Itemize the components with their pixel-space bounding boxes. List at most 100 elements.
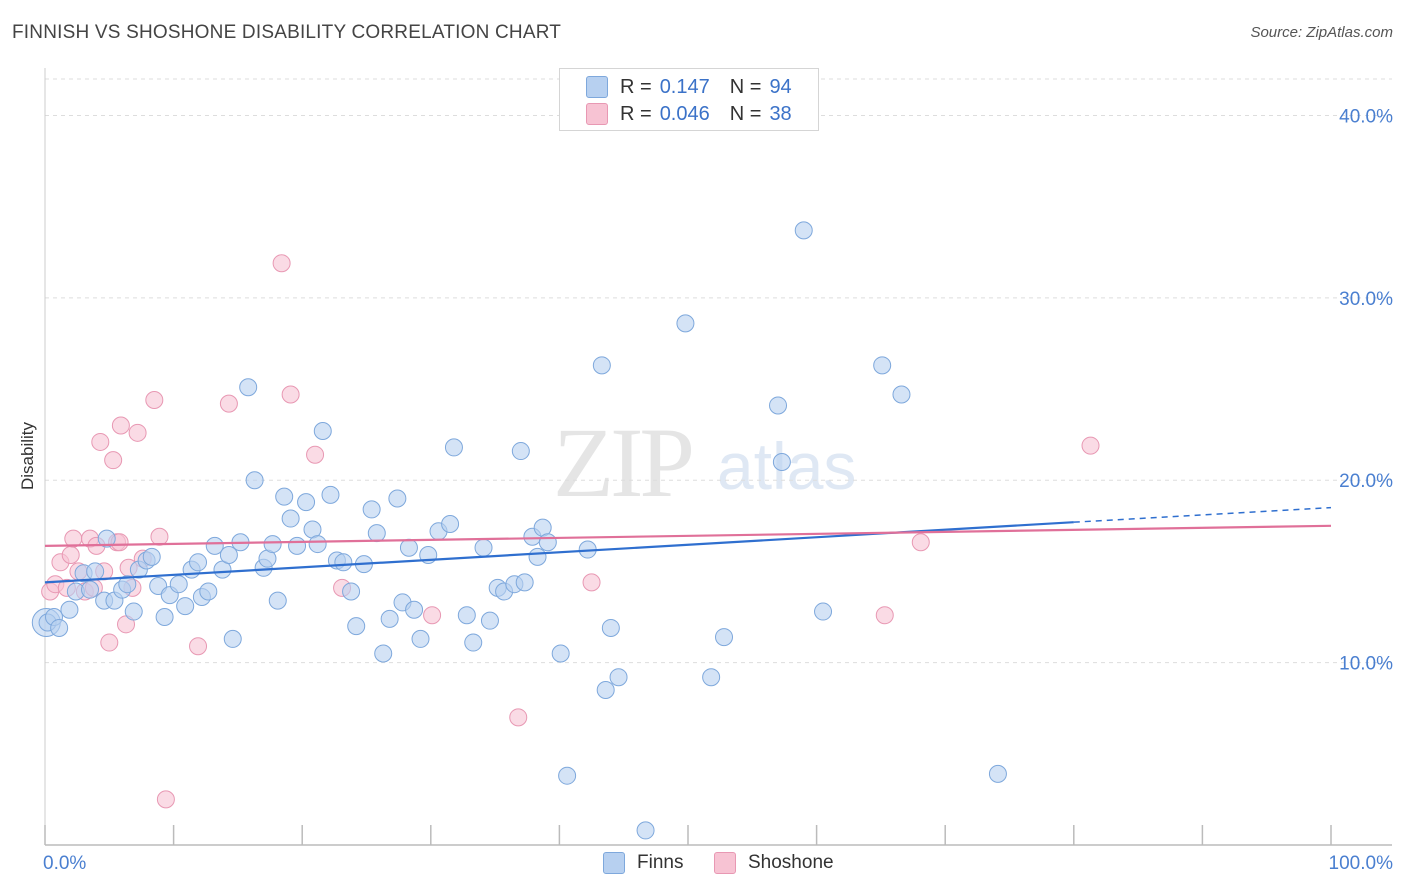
finns-n-label: N = — [729, 75, 762, 98]
finns-point — [342, 582, 361, 601]
finns-point — [702, 668, 721, 687]
finns-n-value: 94 — [769, 75, 792, 98]
shoshone-point — [104, 451, 123, 470]
finns-point — [97, 529, 116, 548]
finns-point — [988, 764, 1007, 783]
finns-point — [81, 580, 100, 599]
shoshone-point — [272, 254, 291, 273]
shoshone-r-label: R = — [620, 102, 652, 125]
finns-point — [297, 493, 316, 512]
y-tick-label: 10.0% — [1339, 654, 1393, 675]
shoshone-point — [875, 606, 894, 625]
finns-point — [321, 485, 340, 504]
finns-point — [444, 438, 463, 457]
finns-point — [219, 546, 238, 565]
finns-point — [275, 487, 294, 506]
legend-series: Finns Shoshone — [0, 852, 1406, 878]
finns-point — [124, 602, 143, 621]
finns-point — [313, 421, 332, 440]
finns-point — [592, 356, 611, 375]
finns-point — [515, 573, 534, 592]
shoshone-point — [189, 637, 208, 656]
finns-r-label: R = — [620, 75, 652, 98]
finns-point — [769, 396, 788, 415]
chart-title: FINNISH VS SHOSHONE DISABILITY CORRELATI… — [12, 22, 562, 43]
finns-point — [715, 628, 734, 647]
finns-point — [155, 608, 174, 627]
finns-point — [223, 629, 242, 648]
finns-point — [308, 535, 327, 554]
finns-point — [551, 644, 570, 663]
shoshone-point — [509, 708, 528, 727]
finns-point — [676, 314, 695, 333]
finns-point — [362, 500, 381, 519]
finns-point — [399, 538, 418, 557]
shoshone-point — [219, 394, 238, 413]
shoshone-point — [306, 445, 325, 464]
finns-r-value: 0.147 — [659, 75, 710, 98]
shoshone-r-value: 0.046 — [659, 102, 710, 125]
finns-point — [239, 378, 258, 397]
finns-point — [374, 644, 393, 663]
watermark-zip: ZIP — [553, 407, 695, 518]
finns-point — [441, 515, 460, 534]
shoshone-point — [100, 633, 119, 652]
shoshone-legend-label: Shoshone — [748, 852, 834, 873]
finns-point — [281, 509, 300, 528]
shoshone-point — [156, 790, 175, 809]
shoshone-n-value: 38 — [769, 102, 792, 125]
legend-item-shoshone: Shoshone — [714, 852, 834, 874]
x-tick-label: 100.0% — [1329, 853, 1394, 874]
finns-point — [538, 533, 557, 552]
finns-point — [268, 591, 287, 610]
finns-legend-swatch — [603, 852, 625, 874]
shoshone-point — [128, 423, 147, 442]
finns-point — [205, 536, 224, 555]
finns-point — [189, 553, 208, 572]
shoshone-trend-line — [44, 524, 1332, 547]
finns-point — [118, 575, 137, 594]
finns-point — [347, 617, 366, 636]
finns-point — [601, 618, 620, 637]
finns-point — [558, 766, 577, 785]
shoshone-point — [281, 385, 300, 404]
finns-point — [464, 633, 483, 652]
finns-point — [794, 221, 813, 240]
x-tick-label: 0.0% — [43, 853, 86, 874]
finns-point — [405, 600, 424, 619]
finns-swatch — [586, 76, 608, 98]
finns-point — [636, 821, 655, 840]
shoshone-point — [91, 432, 110, 451]
finns-point — [199, 582, 218, 601]
finns-point — [814, 602, 833, 621]
shoshone-point — [111, 416, 130, 435]
shoshone-point — [145, 390, 164, 409]
y-tick-label: 20.0% — [1339, 471, 1393, 492]
finns-point — [873, 356, 892, 375]
legend-row-shoshone: R = 0.046 N = 38 — [586, 102, 792, 126]
legend-row-finns: R = 0.147 N = 94 — [586, 75, 792, 99]
shoshone-point — [911, 533, 930, 552]
finns-point — [480, 611, 499, 630]
finns-point — [388, 489, 407, 508]
finns-point — [367, 524, 386, 543]
finns-point — [772, 453, 791, 471]
finns-point — [596, 680, 615, 699]
finns-point — [474, 538, 493, 557]
finns-point — [169, 575, 188, 594]
y-tick-label: 30.0% — [1339, 289, 1393, 310]
finns-point — [142, 547, 161, 566]
shoshone-point — [582, 573, 601, 592]
finns-point — [50, 618, 69, 637]
finns-legend-label: Finns — [637, 852, 684, 873]
finns-point — [511, 442, 530, 461]
shoshone-legend-swatch — [714, 852, 736, 874]
finns-trend-extension — [1073, 506, 1332, 523]
finns-point — [245, 471, 264, 490]
finns-point — [457, 606, 476, 625]
finns-point — [176, 597, 195, 616]
finns-point — [86, 562, 105, 581]
finns-point — [288, 536, 307, 555]
finns-point — [892, 385, 911, 404]
